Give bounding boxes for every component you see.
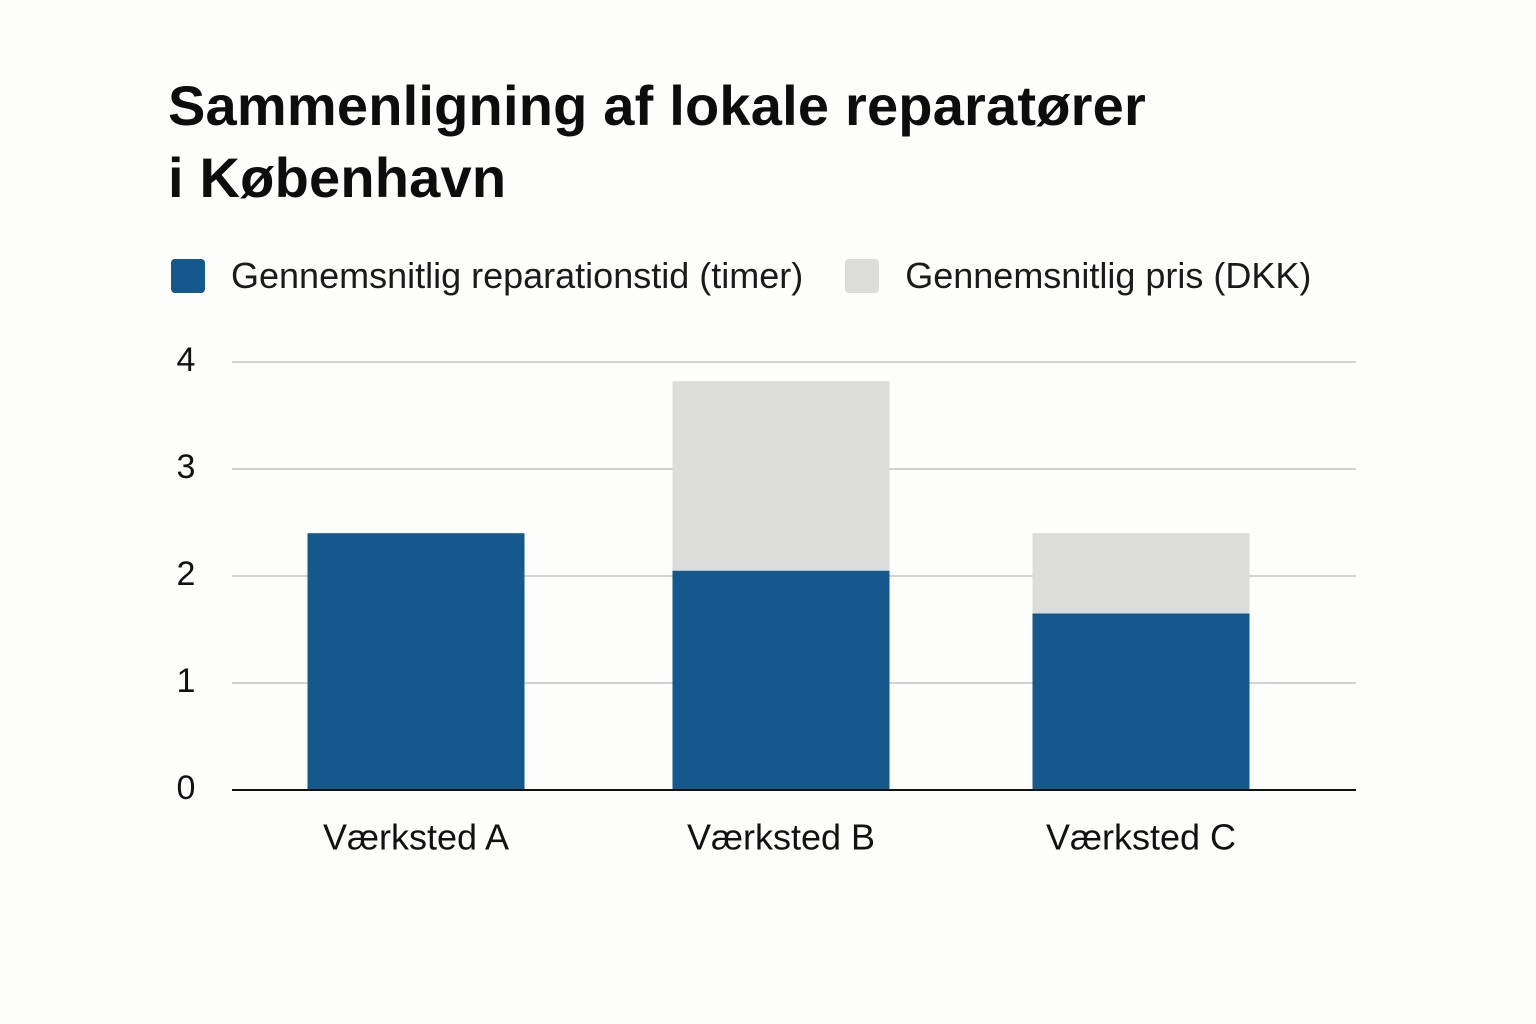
y-tick-label-0: 0 [177,769,196,807]
chart-title-line-2: i København [168,146,507,209]
bar-series2-3 [1032,533,1250,614]
legend-label-repair-time: Gennemsnitlig reparationstid (timer) [231,255,804,296]
bar-series1-2 [672,570,890,790]
legend-swatch-repair-time [171,259,205,293]
y-tick-label-3: 3 [177,448,196,486]
chart-title-line-1: Sammenligning af lokale reparatører [168,74,1146,137]
y-tick-label-2: 2 [177,555,196,593]
legend-swatch-price [845,259,880,293]
legend-label-price: Gennemsnitlig pris (DKK) [905,255,1312,296]
legend-item-price: Gennemsnitlig pris (DKK) [845,255,1311,297]
x-category-label-3: Værksted C [1046,817,1236,858]
x-category-label-1: Værksted A [323,817,509,858]
legend-item-repair-time: Gennemsnitlig reparationstid (timer) [171,255,803,297]
chart-legend: Gennemsnitlig reparationstid (timer) Gen… [171,252,1311,300]
y-tick-label-4: 4 [177,341,196,379]
bar-series1-1 [307,533,525,790]
y-tick-label-1: 1 [177,662,196,700]
x-category-label-2: Værksted B [687,817,875,858]
bar-series2-2 [672,381,890,571]
bar-series1-3 [1032,613,1250,790]
chart-title: Sammenligning af lokale reparatører i Kø… [168,70,1268,214]
